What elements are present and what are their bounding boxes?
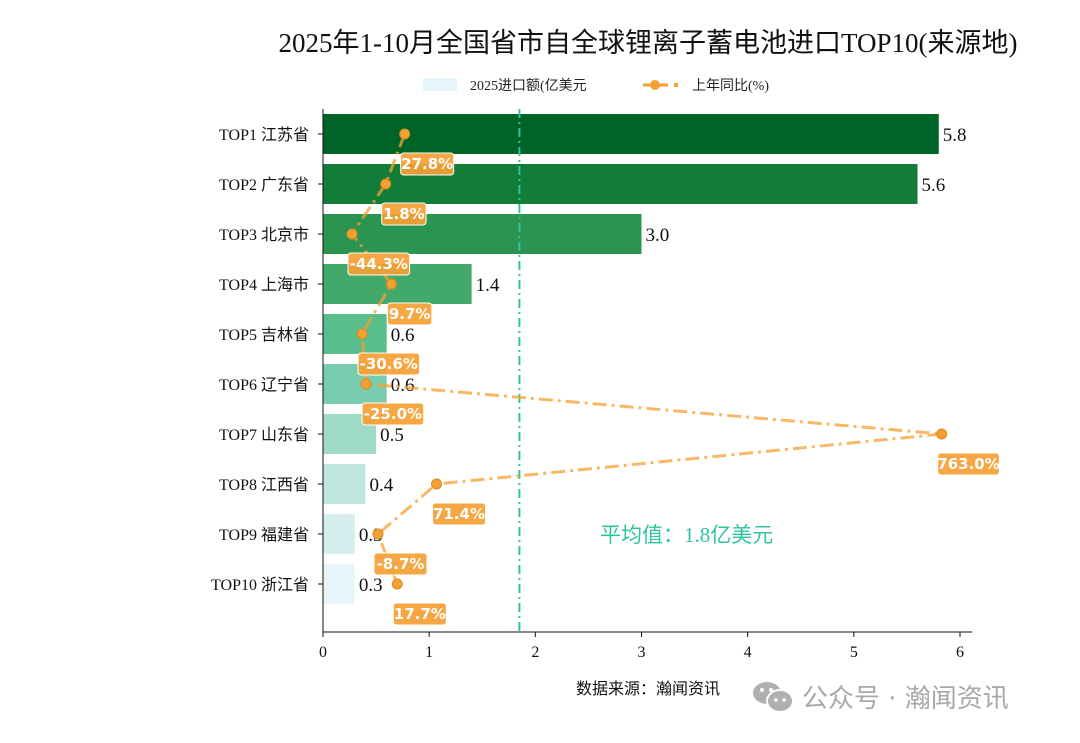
- bar-value-label: 5.8: [943, 125, 967, 146]
- yoy-label-box: [400, 152, 455, 176]
- yoy-label-box: [361, 402, 425, 426]
- yoy-label: -25.0%: [364, 405, 422, 423]
- bar-value-label: 0.4: [369, 475, 393, 496]
- yoy-marker: [431, 478, 443, 490]
- category-label: TOP2 广东省: [219, 176, 309, 194]
- wechat-icon: [753, 681, 794, 713]
- bar-value-label: 1.4: [476, 275, 500, 296]
- average-label: 平均值：1.8亿美元: [600, 523, 773, 547]
- yoy-label: 17.7%: [394, 605, 446, 623]
- yoy-label-box: [432, 502, 487, 526]
- bar: [323, 214, 642, 254]
- yoy-label-box: [386, 302, 433, 326]
- yoy-marker: [399, 128, 411, 140]
- yoy-marker: [391, 578, 403, 590]
- legend-bar-label: 2025进口额(亿美元: [470, 78, 587, 94]
- yoy-label-box: [381, 202, 427, 226]
- category-label: TOP9 福建省: [219, 526, 309, 544]
- legend: 2025进口额(亿美元 上年同比(%): [423, 78, 769, 94]
- category-label: TOP6 辽宁省: [219, 376, 309, 394]
- x-tick-label: 1: [425, 644, 433, 661]
- yoy-marker: [385, 278, 397, 290]
- yoy-line: [350, 133, 942, 585]
- yoy-marker: [380, 178, 392, 190]
- bar-value-label: 0.5: [380, 425, 404, 446]
- yoy-label: -8.7%: [377, 555, 425, 573]
- bar: [323, 514, 355, 554]
- legend-bar-swatch: [423, 78, 457, 91]
- legend-line-dot: [674, 83, 678, 87]
- yoy-label-box: [347, 252, 411, 276]
- yoy-marker: [372, 528, 384, 540]
- yoy-label: 1.8%: [383, 205, 425, 223]
- x-tick-label: 4: [744, 644, 752, 661]
- bar-value-label: 0.6: [391, 325, 415, 346]
- watermark-text: 公众号 · 瀚闻资讯: [802, 684, 1009, 714]
- yoy-label: 71.4%: [433, 505, 485, 523]
- category-label: TOP4 上海市: [219, 276, 309, 294]
- chart-title: 2025年1-10月全国省市自全球锂离子蓄电池进口TOP10(来源地): [279, 28, 1018, 58]
- yoy-label-box: [937, 452, 1000, 476]
- category-label: TOP7 山东省: [219, 426, 309, 444]
- bar: [323, 114, 939, 154]
- bar-value-label: 0.3: [359, 575, 383, 596]
- legend-line-label: 上年同比(%): [692, 78, 769, 94]
- bar: [323, 314, 387, 354]
- category-label: TOP8 江西省: [219, 476, 309, 494]
- yoy-label: 763.0%: [937, 455, 999, 473]
- x-tick-label: 0: [319, 644, 327, 661]
- category-label: TOP5 吉林省: [219, 326, 309, 344]
- yoy-label: 9.7%: [389, 305, 431, 323]
- bar: [323, 464, 366, 504]
- yoy-label: 27.8%: [401, 155, 453, 173]
- yoy-marker: [936, 428, 948, 440]
- legend-line-marker: [650, 80, 660, 90]
- yoy-label-box: [392, 602, 447, 626]
- yoy-label-box: [357, 352, 421, 376]
- x-tick-label: 2: [531, 644, 539, 661]
- yoy-marker: [356, 328, 368, 340]
- category-label: TOP3 北京市: [219, 226, 309, 244]
- bar-value-label: 5.6: [922, 175, 946, 196]
- category-label: TOP10 浙江省: [211, 576, 309, 594]
- bar-value-label: 3.0: [646, 225, 670, 246]
- yoy-marker: [346, 228, 358, 240]
- x-tick-label: 3: [638, 644, 646, 661]
- yoy-marker: [360, 378, 372, 390]
- bar: [323, 564, 355, 604]
- x-tick-label: 6: [956, 644, 964, 661]
- bar-value-label: 0.6: [391, 375, 415, 396]
- source-text: 数据来源：瀚闻资讯: [576, 680, 720, 698]
- yoy-label: -30.6%: [360, 355, 418, 373]
- watermark: 公众号 · 瀚闻资讯: [752, 678, 1009, 715]
- yoy-label: -44.3%: [350, 255, 408, 273]
- category-label: TOP1 江苏省: [219, 126, 309, 144]
- yoy-label-box: [373, 552, 428, 576]
- x-tick-label: 5: [850, 644, 858, 661]
